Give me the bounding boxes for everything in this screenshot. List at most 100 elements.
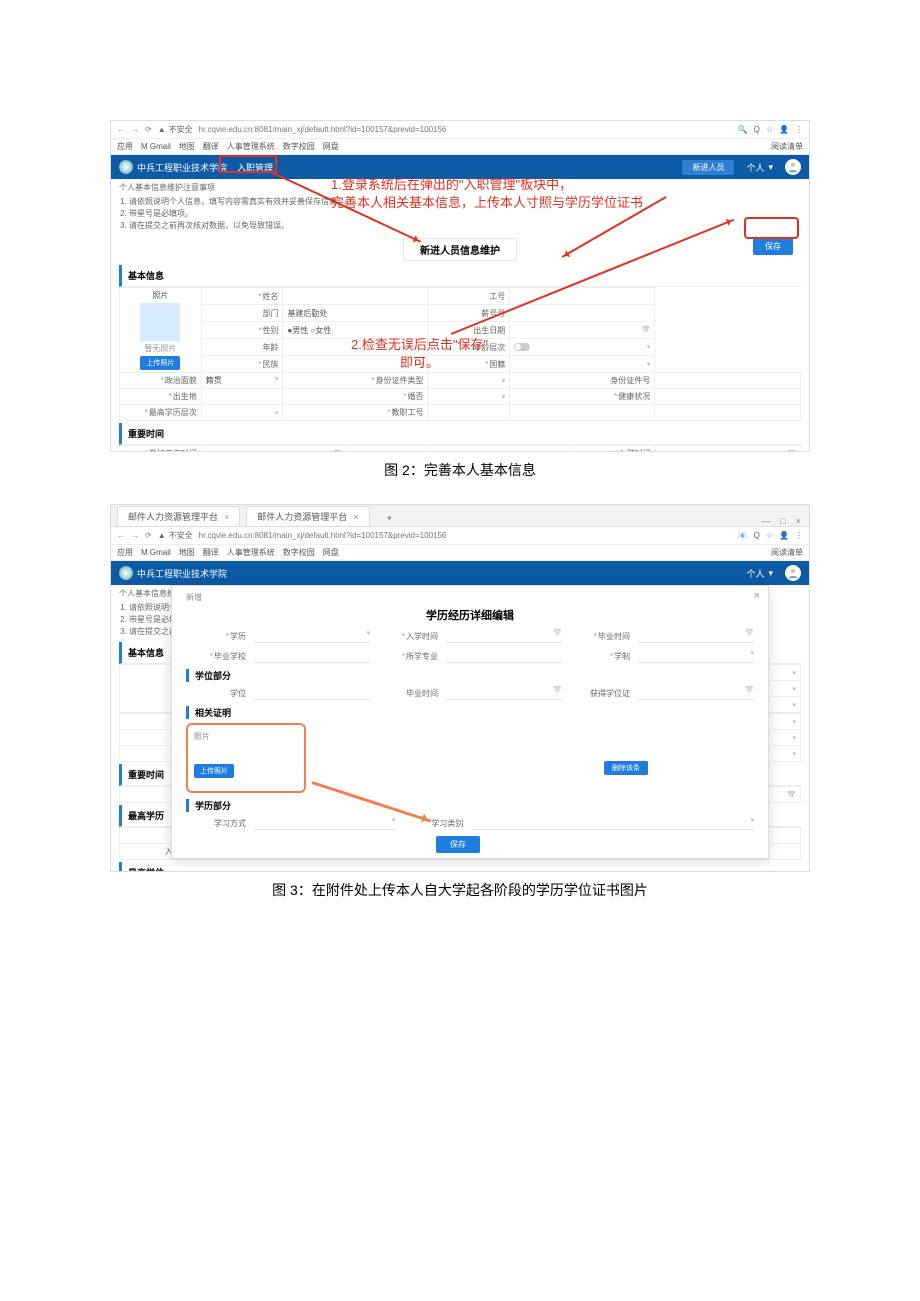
bm-maps-3[interactable]: 地图 — [179, 547, 195, 558]
nav-forward-icon[interactable]: → — [131, 125, 139, 134]
win-min-icon[interactable]: — — [761, 516, 770, 526]
nav-back-icon-3[interactable]: ← — [117, 531, 125, 540]
tab-1-close-icon[interactable]: × — [224, 512, 229, 522]
fld-nation[interactable] — [510, 356, 655, 373]
lbl-idtype: 身份证件类型 — [283, 373, 428, 389]
bm-maps[interactable]: 地图 — [179, 141, 195, 152]
m-fld-school[interactable] — [254, 649, 370, 663]
top-dropdown-icon[interactable]: ▾ — [768, 162, 773, 173]
bm-apps[interactable]: 应用 — [117, 141, 133, 152]
m-fld-degree[interactable] — [254, 686, 370, 700]
bm-hr-3[interactable]: 人事管理系统 — [227, 547, 275, 558]
avatar[interactable] — [785, 159, 801, 175]
lbl-nation: 国籍 — [428, 356, 510, 373]
bm-gmail[interactable]: M Gmail — [141, 142, 171, 151]
m-fld-sys[interactable] — [638, 649, 754, 663]
tab-new[interactable]: + — [376, 509, 403, 526]
save-button[interactable]: 保存 — [753, 238, 793, 255]
window-controls: — □ × — [753, 516, 809, 526]
m-fld-studytype[interactable] — [471, 816, 754, 830]
fld-idtype[interactable] — [428, 373, 510, 389]
toolbar-star-icon[interactable]: ☆ — [766, 125, 773, 134]
fld-gender[interactable]: ●男性 ○女性 — [283, 322, 428, 339]
bm-reading-list-3[interactable]: 阅读清单 — [771, 547, 803, 558]
tab-1[interactable]: 邮件人力资源管理平台× — [117, 506, 240, 526]
m-fld-edu[interactable] — [254, 629, 370, 643]
fld-workstart[interactable] — [201, 446, 346, 453]
browser-chrome-bar: ← → ⟳ ▲ 不安全 hr.cqvie.edu.cn:8081/main_xj… — [111, 121, 809, 139]
bm-gmail-3[interactable]: M Gmail — [141, 548, 171, 557]
upload-photo-button[interactable]: 上传照片 — [140, 356, 180, 370]
m-lbl-edu: 学历 — [186, 631, 246, 642]
fld-idno[interactable] — [655, 373, 801, 389]
toolbar-q-icon[interactable]: Q — [754, 125, 760, 134]
modal-close-icon[interactable]: × — [754, 590, 760, 602]
toolbar-mail-icon[interactable]: 📧 — [738, 531, 748, 540]
address-bar-url-3[interactable]: hr.cqvie.edu.cn:8081/main_xj/default.htm… — [199, 531, 732, 540]
win-max-icon[interactable]: □ — [780, 516, 785, 526]
bm-translate[interactable]: 翻译 — [203, 141, 219, 152]
fld-enroll[interactable] — [655, 446, 800, 453]
fld-birthplace[interactable] — [201, 389, 283, 405]
fld-age[interactable] — [283, 339, 428, 356]
m-lbl-studymode: 学习方式 — [186, 818, 246, 829]
bm-campus[interactable]: 数字校园 — [283, 141, 315, 152]
to-self-button-3[interactable]: 个人 — [746, 567, 764, 580]
bm-translate-3[interactable]: 翻译 — [203, 547, 219, 558]
photo-placeholder — [140, 303, 180, 341]
nav-forward-icon-3[interactable]: → — [131, 531, 139, 540]
bm-drive-3[interactable]: 网盘 — [323, 547, 339, 558]
m-fld-major[interactable] — [446, 649, 562, 663]
cert-upload-button[interactable]: 上传照片 — [194, 764, 234, 778]
m-fld-studymode[interactable] — [254, 816, 395, 830]
fld-birth[interactable] — [510, 322, 655, 339]
bm-hr[interactable]: 人事管理系统 — [227, 141, 275, 152]
avatar-3[interactable] — [785, 565, 801, 581]
tab-2[interactable]: 邮件人力资源管理平台× — [246, 506, 369, 526]
toolbar-profile-icon-3[interactable]: 👤 — [779, 531, 789, 540]
fld-name[interactable] — [283, 288, 428, 305]
m-lbl-school: 毕业学校 — [186, 651, 246, 662]
to-self-button[interactable]: 个人 — [746, 161, 764, 174]
m-fld-getcert[interactable] — [638, 686, 754, 700]
lbl-workstart: 参加工作时间 — [120, 446, 202, 453]
address-bar-url[interactable]: hr.cqvie.edu.cn:8081/main_xj/default.htm… — [199, 125, 732, 134]
lbl-birth: 出生日期 — [428, 322, 510, 339]
toolbar-profile-icon[interactable]: 👤 — [779, 125, 789, 134]
fld-health[interactable] — [655, 389, 801, 405]
logo-icon-3 — [119, 566, 133, 580]
bm-apps-3[interactable]: 应用 — [117, 547, 133, 558]
fld-agelevel[interactable] — [510, 339, 655, 356]
edu-modal: 新增 × 学历经历详细编辑 学历 入学时间 毕业时间 毕业学校 所学专业 学制 … — [171, 585, 769, 859]
delete-entry-button[interactable]: 删除该条 — [604, 761, 648, 775]
fld-salary[interactable] — [510, 305, 655, 322]
fld-topdegree[interactable] — [201, 405, 283, 421]
fld-ethnic[interactable] — [283, 356, 428, 373]
bm-drive[interactable]: 网盘 — [323, 141, 339, 152]
toolbar-search-icon[interactable]: 🔍 — [738, 125, 748, 134]
m-fld-degtime[interactable] — [446, 686, 562, 700]
basic-info-table: 照片 暂无照片 上传照片 姓名 工号 部门 基建后勤处 薪号号 性别 ●男性 ○… — [119, 287, 801, 421]
agelevel-switch[interactable] — [514, 343, 530, 351]
toolbar-menu-icon[interactable]: ⋮ — [795, 125, 803, 134]
m-fld-enter[interactable] — [446, 629, 562, 643]
fld-staffno[interactable] — [428, 405, 510, 421]
to-staff-button[interactable]: 新进人员 — [682, 160, 734, 175]
lbl-enroll: 入聘时间 — [573, 446, 655, 453]
nav-back-icon[interactable]: ← — [117, 125, 125, 134]
toolbar-q-icon-3[interactable]: Q — [754, 531, 760, 540]
lbl-marriage: 婚否 — [283, 389, 428, 405]
nav-reload-icon-3[interactable]: ⟳ — [145, 531, 152, 540]
bm-campus-3[interactable]: 数字校园 — [283, 547, 315, 558]
win-close-icon[interactable]: × — [796, 516, 801, 526]
lbl-birthplace: 出生地 — [120, 389, 202, 405]
m-fld-grad[interactable] — [638, 629, 754, 643]
tab-2-close-icon[interactable]: × — [353, 512, 358, 522]
bm-reading-list[interactable]: 阅读清单 — [771, 141, 803, 152]
toolbar-menu-icon-3[interactable]: ⋮ — [795, 531, 803, 540]
fld-marriage[interactable] — [428, 389, 510, 405]
fld-political[interactable]: 籍贯 — [201, 373, 283, 389]
modal-save-button[interactable]: 保存 — [436, 836, 480, 853]
nav-reload-icon[interactable]: ⟳ — [145, 125, 152, 134]
toolbar-star-icon-3[interactable]: ☆ — [766, 531, 773, 540]
